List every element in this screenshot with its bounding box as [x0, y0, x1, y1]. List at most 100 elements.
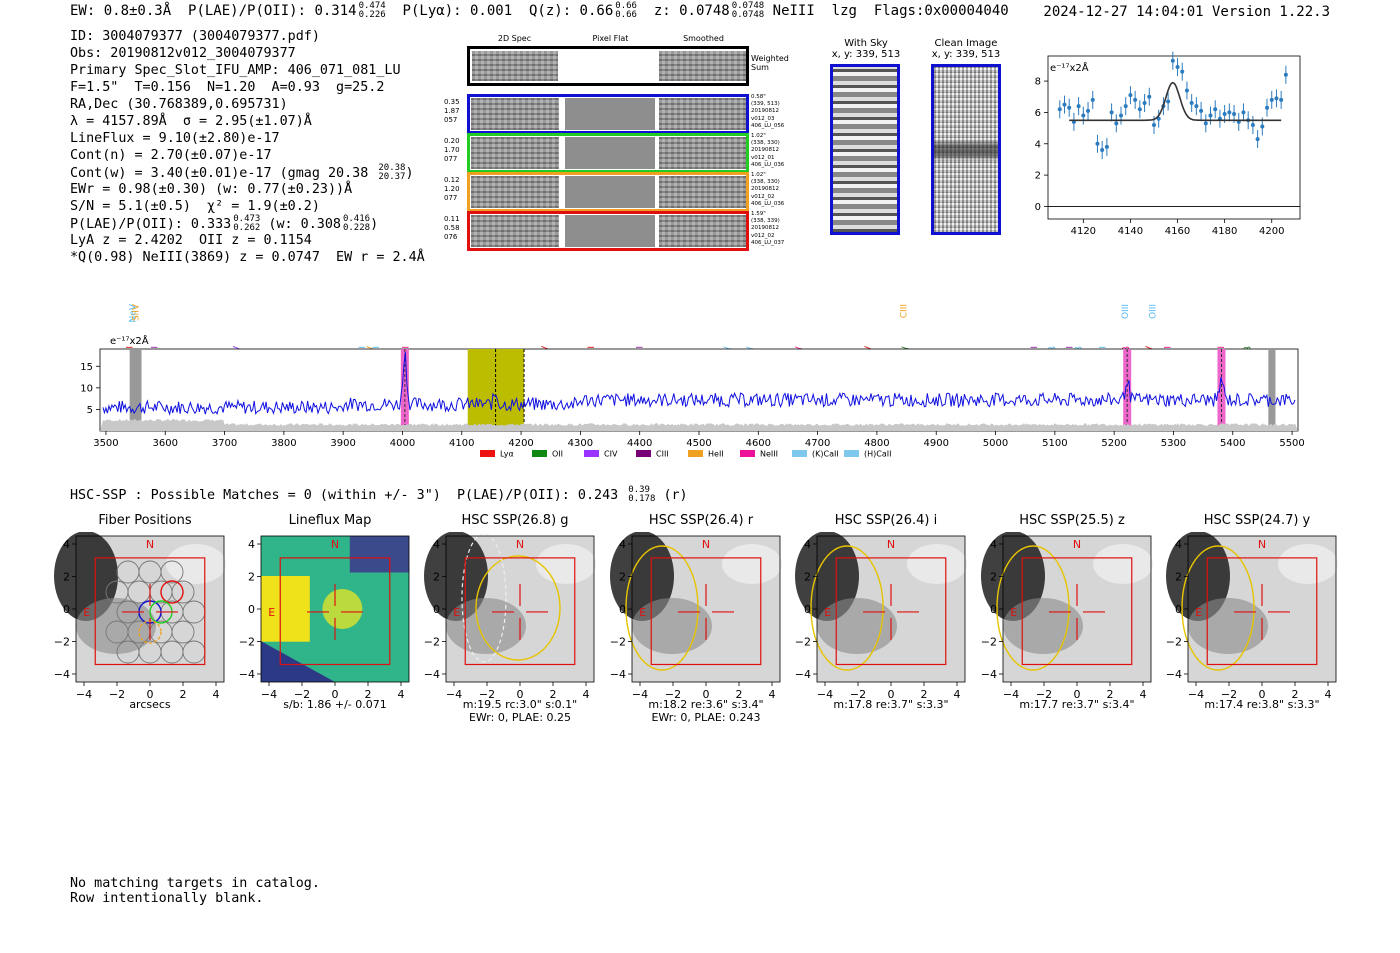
info-line: λ = 4157.89Å σ = 2.95(±1.07)Å: [70, 114, 312, 129]
hsc-upper: 0.39: [628, 485, 650, 495]
cutout-panel: Fiber Positions N E −4 −2 0 2 4 4 2 0 −2 −4 arcsecs: [50, 508, 230, 728]
stamp-right-info: 0.58" (339, 513) 20190812 v012_03 406_LU_056: [751, 94, 795, 130]
zoom-point: [1170, 58, 1175, 63]
info-line: EWr = 0.98(±0.30) (w: 0.77(±0.23))Å: [70, 182, 353, 197]
zoom-point: [1119, 113, 1124, 118]
summary-header: EW: 0.8±0.3Å P(LAE)/P(OII): 0.314 0.474 0.…: [70, 2, 1009, 20]
cutout-ytick-label: −2: [424, 636, 440, 649]
stamp-left-info: 0.20 1.70 077: [444, 137, 466, 164]
background-patch: [1278, 544, 1338, 584]
cutout-xtick-label: −4: [1003, 688, 1019, 701]
zoom-line-chart: e⁻¹⁷x2Å 4120 4140 4160 4180 4200 0 2 4 6 8: [1035, 51, 1301, 235]
info-line: F=1.5" T=0.156 N=1.20 A=0.93 g=25.2: [70, 80, 385, 95]
fiber-circle: [116, 640, 140, 664]
zoom-xtick-label: 4120: [1071, 226, 1096, 235]
zoom-point: [1100, 148, 1105, 153]
cutout-ytick-label: 0: [433, 603, 440, 616]
stamp-right-value: 406_LU_056: [751, 122, 785, 129]
spectrum-xtick-label: 4800: [864, 438, 889, 449]
cutout-ytick-label: −2: [239, 636, 255, 649]
cutout-title: Lineflux Map: [288, 513, 372, 528]
z-value: z: 0.0748: [653, 3, 730, 19]
info-line: *Q(0.98) NeIII(3869) z = 0.0747 EW r = 2…: [70, 250, 425, 265]
cutout-xtick-label: 4: [213, 688, 220, 701]
legend-swatch: [532, 450, 547, 457]
catalog-footer: No matching targets in catalog. Row inten…: [70, 876, 320, 906]
spectrum-ticks: 3500 3600 3700 3800 3900 4000 4100 4200 4300 4400…: [80, 362, 1305, 449]
info-line: S/N = 5.1(±0.5) χ² = 1.9(±0.2): [70, 199, 320, 214]
footer-line-1: No matching targets in catalog.: [70, 876, 320, 891]
line-label: OIII: [1149, 304, 1159, 319]
stamp-left-value: 0.12: [444, 176, 460, 184]
zoom-point: [1104, 144, 1109, 149]
cutout-panel: HSC SSP(24.7) y N E −4 −2 0 2 4 4 2 0 −2 −4 m:17.4 re…: [1162, 508, 1342, 728]
cutout-ytick-label: 0: [619, 603, 626, 616]
bright-source: [54, 532, 118, 621]
spectrum-ytick-label: 15: [80, 362, 93, 373]
info-line: Cont(w) = 3.40(±0.01)e-17 (gmag 20.38 20…: [70, 163, 414, 182]
east-label: E: [83, 606, 90, 619]
cutout-xtick-label: 0: [332, 688, 339, 701]
zoom-xtick-label: 4180: [1212, 226, 1237, 235]
spectrum-xtick-label: 4600: [746, 438, 771, 449]
cutout-ytick-label: 4: [433, 538, 440, 551]
stamp-left-info: 0.11 0.58 076: [444, 215, 466, 242]
stamp-right-value: (339, 513): [751, 101, 780, 108]
east-label: E: [453, 606, 460, 619]
plae-w-upper: 0.416: [342, 214, 371, 224]
zoom-point: [1189, 101, 1194, 106]
stamp-right-value: 1.02": [751, 133, 766, 139]
cutout-xtick-label: −4: [632, 688, 648, 701]
zoom-point: [1208, 113, 1213, 118]
stamp-left-value: 077: [444, 155, 458, 163]
weighted-sum-label: Weighted Sum: [751, 54, 789, 72]
cont-w-text: Cont(w) = 3.40(±0.01)e-17 (gmag 20.38: [70, 166, 369, 181]
cutout-xtick-label: −2: [1221, 688, 1237, 701]
plae-upper: 0.474: [358, 1, 386, 11]
cutout-ytick-label: 4: [990, 538, 997, 551]
stamp-left-value: 076: [444, 233, 458, 241]
stamp-right-info: 1.02" (338, 330) 20190812 v012_01 406_LU_036: [751, 133, 795, 169]
cutout-xtick-label: −4: [817, 688, 833, 701]
stamp-right-value: v012_02: [751, 232, 775, 239]
zoom-point: [1265, 105, 1270, 110]
north-label: N: [1258, 538, 1266, 551]
edge-mask: [129, 349, 142, 431]
cutout-xtick-label: −4: [261, 688, 277, 701]
zoom-ytick-label: 8: [1035, 77, 1041, 88]
cutout-title: Fiber Positions: [98, 513, 192, 528]
spectrum-line: [102, 352, 1296, 416]
stamp-left-info: 0.35 1.87 057: [444, 98, 466, 125]
spectrum-ytick-label: 10: [80, 383, 93, 394]
cutout-xtick-label: 0: [147, 688, 154, 701]
search-box: [650, 557, 762, 666]
stamp-flat: [565, 98, 655, 130]
cutout-xtick-label: 2: [180, 688, 187, 701]
stamp-right-info: 1.02" (338, 330) 20190812 v012_02 406_LU_036: [751, 172, 795, 208]
cutout-ytick-label: −4: [610, 668, 626, 681]
north-label: N: [1073, 538, 1081, 551]
fiber-red: [160, 580, 184, 604]
flags-value: Flags:0x00004040: [873, 3, 1009, 19]
zoom-point: [1180, 69, 1185, 74]
info-line: Primary Spec_Slot_IFU_AMP: 406_071_081_L…: [70, 63, 401, 78]
north-label: N: [146, 538, 154, 551]
noise-fill: [100, 418, 1298, 431]
cutout-ytick-label: 4: [63, 538, 70, 551]
weighted-flat: [561, 49, 656, 83]
spectrum-xtick-label: 5500: [1279, 438, 1304, 449]
spectra-stamps: 2D Spec Pixel Flat Smoothed Weighted Sum…: [440, 34, 790, 259]
stamp-left-value: 077: [444, 194, 458, 202]
stamp-left-value: 0.58: [444, 224, 460, 232]
cutout-caption: s/b: 1.86 +/- 0.071: [283, 698, 387, 711]
zoom-point: [1142, 101, 1147, 106]
stamp-left-value: 0.35: [444, 98, 460, 106]
stamp-row: [467, 172, 749, 212]
cutout-ytick-label: 4: [804, 538, 811, 551]
cutout-xtick-label: −4: [76, 688, 92, 701]
zoom-point: [1114, 121, 1119, 126]
legend-label: HeII: [708, 450, 724, 459]
stamp-left-value: 1.20: [444, 185, 460, 193]
zoom-point: [1250, 122, 1255, 127]
cutout-xtick-label: 2: [365, 688, 372, 701]
